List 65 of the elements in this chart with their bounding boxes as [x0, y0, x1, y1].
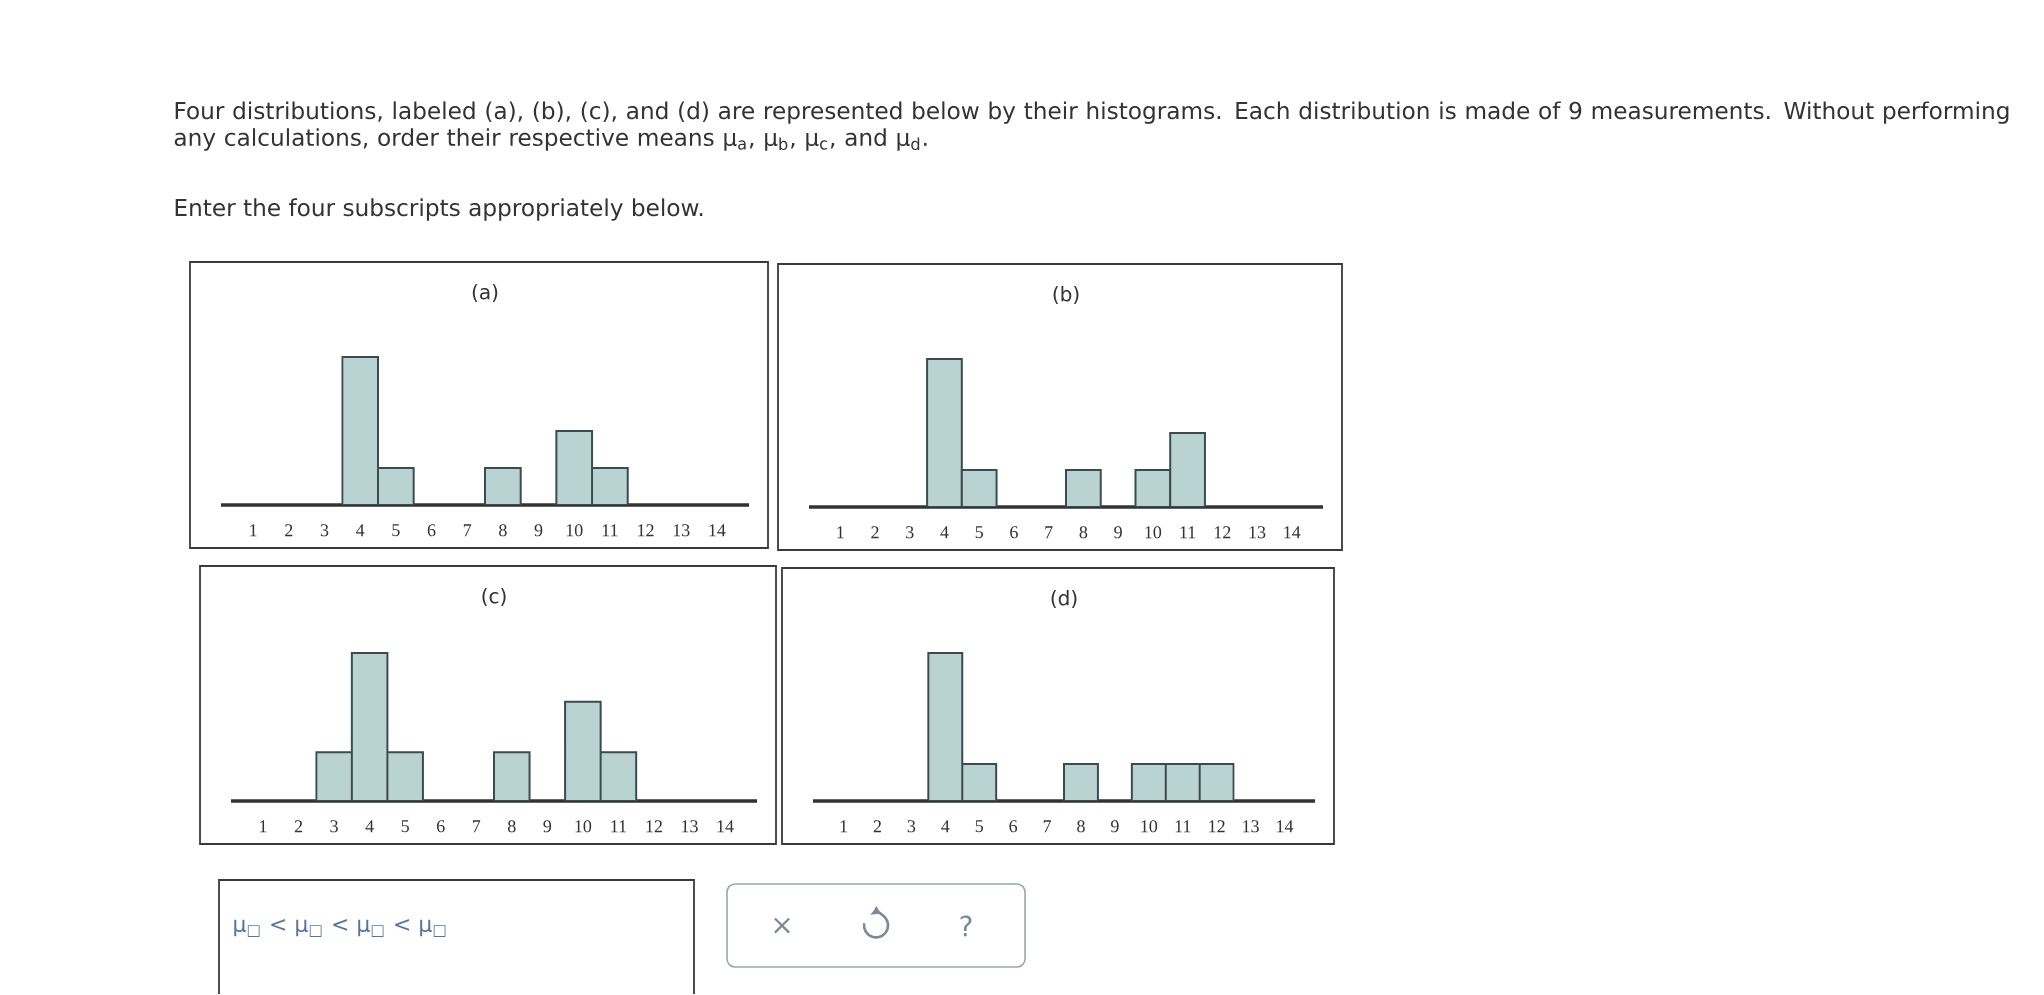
chart-title: (d)	[1051, 590, 1077, 608]
chart-title: (a)	[472, 284, 498, 302]
x-tick-label: 1	[840, 820, 847, 833]
x-tick-label: 3	[907, 820, 916, 833]
x-tick-label: 9	[534, 524, 543, 537]
x-tick-label: 4	[941, 820, 950, 833]
x-tick-label: 1	[250, 524, 257, 537]
x-tick-label: 8	[507, 820, 516, 833]
x-tick-label: 11	[1180, 526, 1196, 539]
x-tick-label: 9	[1114, 526, 1122, 539]
x-tick-label: 3	[320, 524, 329, 537]
x-tick-label: 3	[330, 820, 338, 833]
x-tick-label: 13	[682, 820, 698, 833]
x-tick-label: 10	[566, 524, 583, 537]
x-tick-label: 3	[906, 526, 914, 539]
x-tick-label: 5	[975, 526, 983, 539]
x-tick-label: 10	[575, 820, 592, 833]
chart-title: (c)	[482, 588, 506, 606]
x-tick-label: 12	[638, 524, 654, 537]
x-tick-label: 6	[1010, 526, 1018, 539]
x-tick-label: 2	[285, 524, 293, 537]
x-tick-label: 8	[499, 524, 507, 537]
x-tick-label: 11	[611, 820, 627, 833]
x-tick-label: 14	[1277, 820, 1294, 833]
x-tick-label: 5	[401, 820, 409, 833]
x-tick-label: 8	[1077, 820, 1085, 833]
text: Enter the four subscripts appropriately below.	[175, 198, 703, 221]
x-tick-label: 9	[543, 820, 552, 833]
x-tick-label: 12	[646, 820, 662, 833]
x-tick-label: 10	[1145, 526, 1162, 539]
x-tick-label: 14	[717, 820, 734, 833]
x-tick-label: 9	[1110, 820, 1119, 833]
x-tick-label: 7	[463, 524, 472, 537]
text: Four distributions, labeled (a), (b), (c), and (d) are represented below by their histograms. Each distribution is made of 9 measurements. Without performing any calculations, order their respective means μ$_{a}$, μ$_{b}$, μ$_{c}$, and μ$_{d}$.	[174, 101, 2009, 151]
x-tick-label: 14	[709, 524, 726, 537]
x-tick-label: 1	[260, 820, 267, 833]
x-tick-label: 12	[1209, 820, 1225, 833]
x-tick-label: 7	[1045, 526, 1053, 539]
x-tick-label: 4	[940, 526, 949, 539]
x-tick-label: 10	[1141, 820, 1158, 833]
x-tick-label: 5	[392, 524, 400, 537]
x-tick-label: 13	[1243, 820, 1259, 833]
x-tick-label: 1	[837, 526, 844, 539]
x-tick-label: 2	[294, 820, 303, 833]
x-tick-label: 12	[1214, 526, 1231, 539]
x-tick-label: 4	[356, 524, 365, 537]
x-tick-label: 2	[873, 820, 881, 833]
x-tick-label: 7	[472, 820, 481, 833]
text: ?	[960, 915, 972, 937]
x-tick-label: 8	[1079, 526, 1088, 539]
x-tick-label: 7	[1043, 820, 1052, 833]
x-tick-label: 14	[1284, 526, 1301, 539]
x-tick-label: 5	[975, 820, 984, 833]
x-tick-label: 6	[427, 524, 436, 537]
x-tick-label: 2	[871, 526, 879, 539]
x-tick-label: 11	[602, 524, 618, 537]
chart-title: (b)	[1053, 286, 1079, 304]
x-tick-label: 13	[673, 524, 690, 537]
x-tick-label: 6	[436, 820, 445, 833]
x-tick-label: 6	[1009, 820, 1018, 833]
x-tick-label: 11	[1175, 820, 1191, 833]
x-tick-label: 13	[1249, 526, 1266, 539]
text: μ$_{□}$ < μ$_{□}$ < μ$_{□}$ < μ$_{□}$	[234, 919, 446, 937]
text: ×	[774, 917, 790, 934]
x-tick-label: 4	[365, 820, 374, 833]
